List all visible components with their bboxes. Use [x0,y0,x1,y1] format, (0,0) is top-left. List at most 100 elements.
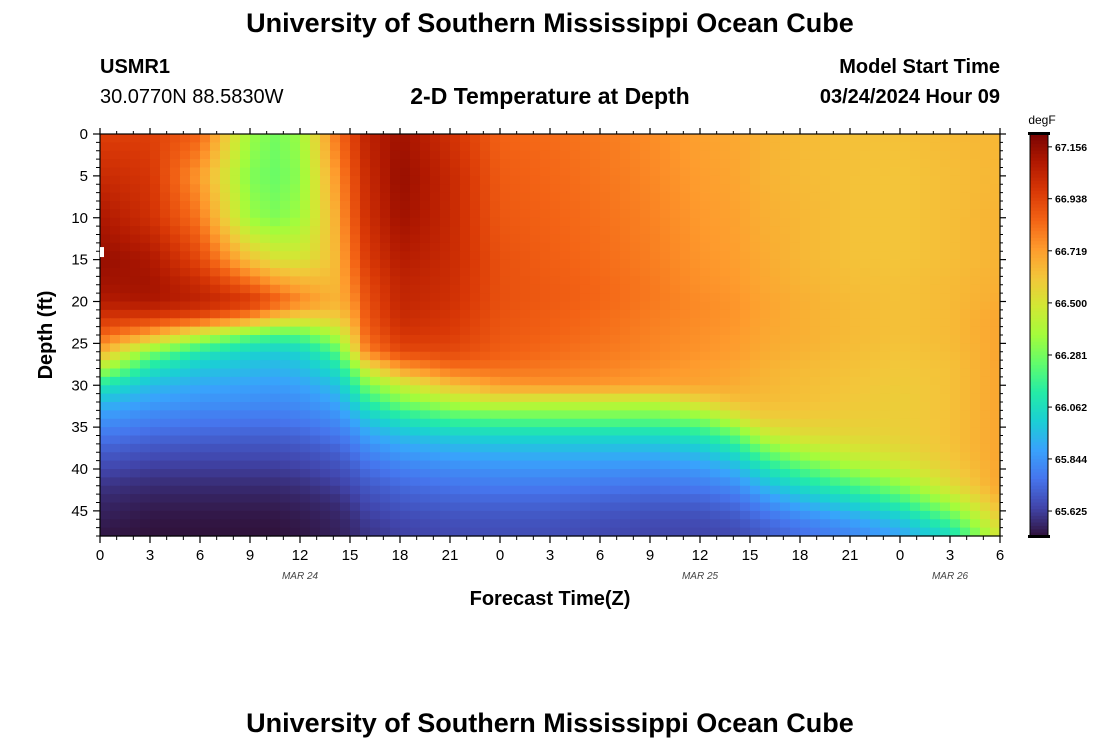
heatmap-cell [350,402,361,411]
heatmap-cell [730,242,741,252]
heatmap-cell [410,268,421,277]
heatmap-cell [930,485,941,495]
heatmap-cell [640,427,651,437]
heatmap-cell [920,351,931,361]
heatmap-cell [650,167,661,177]
heatmap-cell [600,150,611,160]
heatmap-cell [150,326,161,336]
heatmap-cell [780,485,791,495]
heatmap-cell [460,351,471,361]
heatmap-cell [950,134,961,143]
heatmap-cell [300,150,311,160]
heatmap-cell [200,159,211,169]
colorbar-segment [1030,479,1048,483]
heatmap-cell [720,410,731,420]
heatmap-cell [900,301,911,311]
heatmap-cell [460,443,471,453]
heatmap-cell [410,259,421,269]
heatmap-cell [770,443,781,453]
heatmap-cell [890,209,901,219]
heatmap-cell [800,510,811,520]
heatmap-cell [630,510,641,520]
heatmap-cell [390,167,401,177]
heatmap-cell [740,209,751,219]
heatmap-cell [160,226,171,236]
heatmap-cell [860,418,871,428]
heatmap-cell [380,393,391,403]
heatmap-cell [180,134,191,143]
heatmap-cell [340,485,351,495]
heatmap-cell [300,309,311,319]
heatmap-cell [220,184,231,194]
heatmap-cell [620,393,631,403]
heatmap-cell [920,368,931,378]
heatmap-cell [270,251,281,261]
heatmap-cell [480,142,491,152]
heatmap-cell [520,259,531,269]
heatmap-cell [120,318,131,328]
heatmap-cell [560,502,571,512]
heatmap-cell [350,494,361,504]
heatmap-cell [120,435,131,445]
heatmap-cell [160,343,171,353]
heatmap-cell [920,209,931,219]
colorbar-segment [1030,184,1048,189]
heatmap-cell [290,519,301,529]
heatmap-cell [170,485,181,495]
heatmap-cell [390,360,401,370]
heatmap-cell [720,402,731,411]
heatmap-cell [750,519,761,529]
heatmap-cell [930,469,941,478]
heatmap-cell [870,201,881,210]
heatmap-cell [970,402,981,411]
heatmap-cell [480,335,491,344]
heatmap-cell [990,402,1001,411]
heatmap-cell [260,276,271,286]
heatmap-cell [140,351,151,361]
heatmap-cell [350,318,361,328]
heatmap-cell [510,226,521,236]
heatmap-cell [290,452,301,462]
heatmap-cell [780,343,791,353]
heatmap-cell [130,284,141,294]
heatmap-cell [130,343,141,353]
heatmap-cell [530,209,541,219]
heatmap-cell [430,209,441,219]
heatmap-cell [360,184,371,194]
heatmap-cell [200,527,211,537]
heatmap-cell [200,242,211,252]
heatmap-cell [160,209,171,219]
heatmap-cell [370,376,381,386]
heatmap-cell [230,134,241,143]
heatmap-cell [130,309,141,319]
heatmap-cell [390,351,401,361]
heatmap-cell [540,443,551,453]
heatmap-cell [980,469,991,478]
heatmap-cell [330,234,341,244]
heatmap-cell [740,335,751,344]
heatmap-cell [740,167,751,177]
heatmap-cell [870,510,881,520]
heatmap-cell [600,502,611,512]
heatmap-cell [950,150,961,160]
heatmap-cell [290,527,301,537]
heatmap-cell [620,343,631,353]
heatmap-cell [220,427,231,437]
heatmap-cell [590,284,601,294]
heatmap-cell [220,284,231,294]
heatmap-cell [510,452,521,462]
heatmap-cell [480,460,491,470]
heatmap-cell [100,510,111,520]
heatmap-cell [240,326,251,336]
heatmap-cell [790,326,801,336]
heatmap-cell [120,410,131,420]
heatmap-cell [780,502,791,512]
heatmap-cell [660,301,671,311]
heatmap-cell [390,301,401,311]
heatmap-cell [820,293,831,303]
heatmap-cell [490,175,501,185]
heatmap-cell [950,510,961,520]
heatmap-cell [160,443,171,453]
heatmap-cell [940,452,951,462]
heatmap-cell [570,301,581,311]
